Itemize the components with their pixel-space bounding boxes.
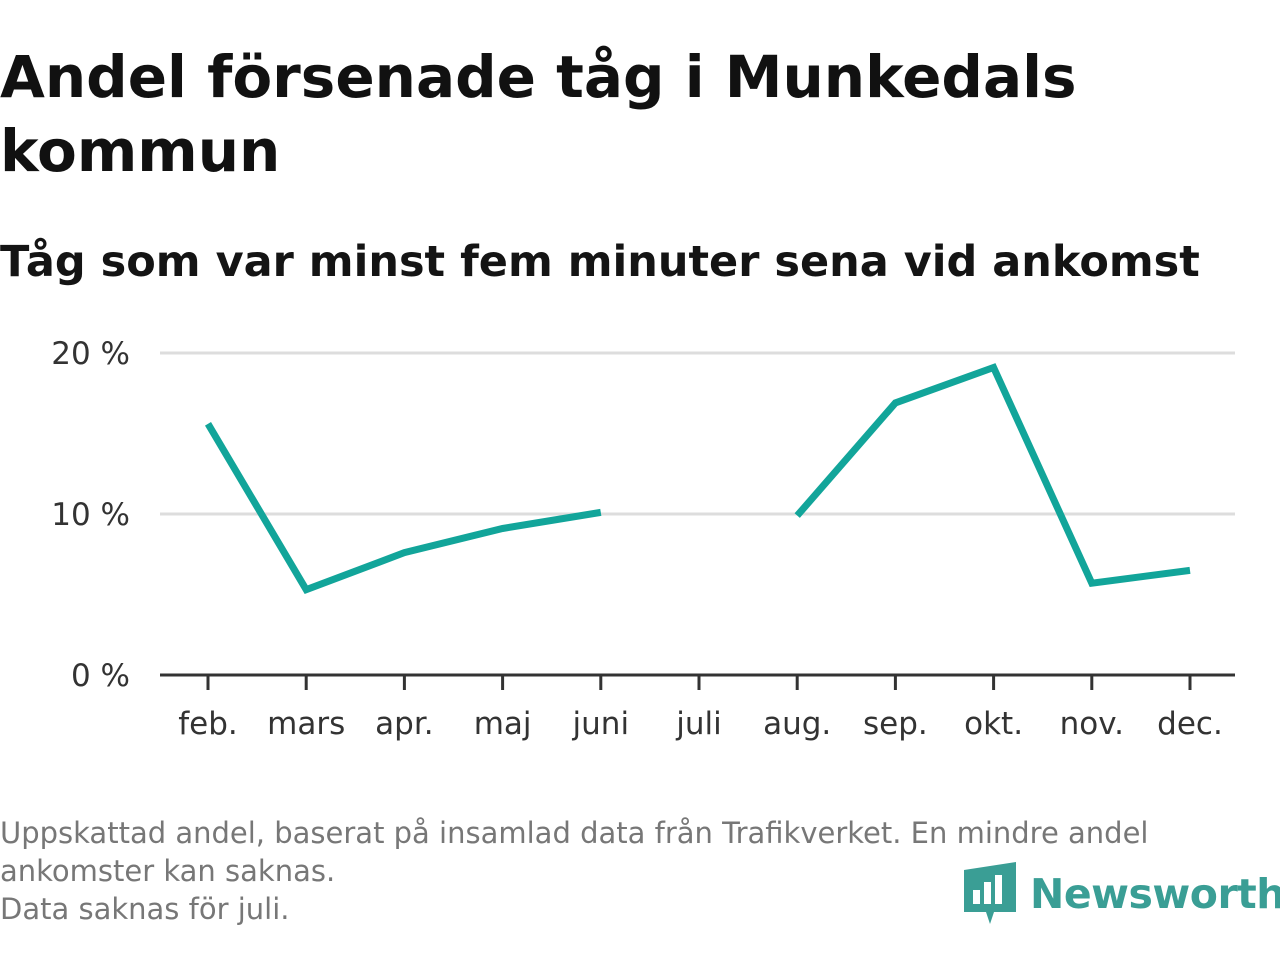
- x-tick-label: sep.: [863, 706, 928, 742]
- y-tick-label: 10 %: [51, 497, 130, 533]
- x-tick-label: nov.: [1060, 706, 1124, 742]
- brand-logo: Newsworthy: [964, 862, 1280, 926]
- axis-labels: 0 % 10 % 20 % feb. mars apr. maj juni juli aug. se…: [51, 336, 1223, 742]
- y-tick-label: 20 %: [51, 336, 130, 372]
- chart-subtitle: Tåg som var minst fem minuter sena vid a…: [0, 237, 1200, 287]
- chart-footnote: Uppskattad andel, baserat på insamlad da…: [0, 814, 1265, 928]
- footnote-source: Uppskattad andel, baserat på insamlad da…: [0, 816, 1149, 888]
- x-tick-label: dec.: [1157, 706, 1223, 742]
- chart-title: Andel försenade tåg i Munkedals kommun: [0, 43, 1077, 185]
- x-tick-label: feb.: [178, 706, 238, 742]
- x-tick-label: juli: [675, 706, 722, 742]
- x-tick-label: aug.: [763, 706, 831, 742]
- x-tick-label: mars: [267, 706, 345, 742]
- newsworthy-logo-icon: [964, 862, 1016, 924]
- x-tick-label: apr.: [375, 706, 433, 742]
- x-tick-label: juni: [572, 706, 630, 742]
- series-line-segment: [204, 422, 602, 594]
- x-axis: [160, 673, 1235, 690]
- footnote-missing-data: Data saknas för juli.: [0, 892, 290, 926]
- series-layer: [204, 363, 1191, 594]
- brand-name: Newsworthy: [1030, 870, 1280, 918]
- y-tick-label: 0 %: [71, 658, 130, 694]
- x-tick-label: okt.: [964, 706, 1023, 742]
- x-tick-label: maj: [474, 706, 532, 742]
- series-line-segment: [794, 363, 1191, 588]
- gridlines: [160, 351, 1235, 516]
